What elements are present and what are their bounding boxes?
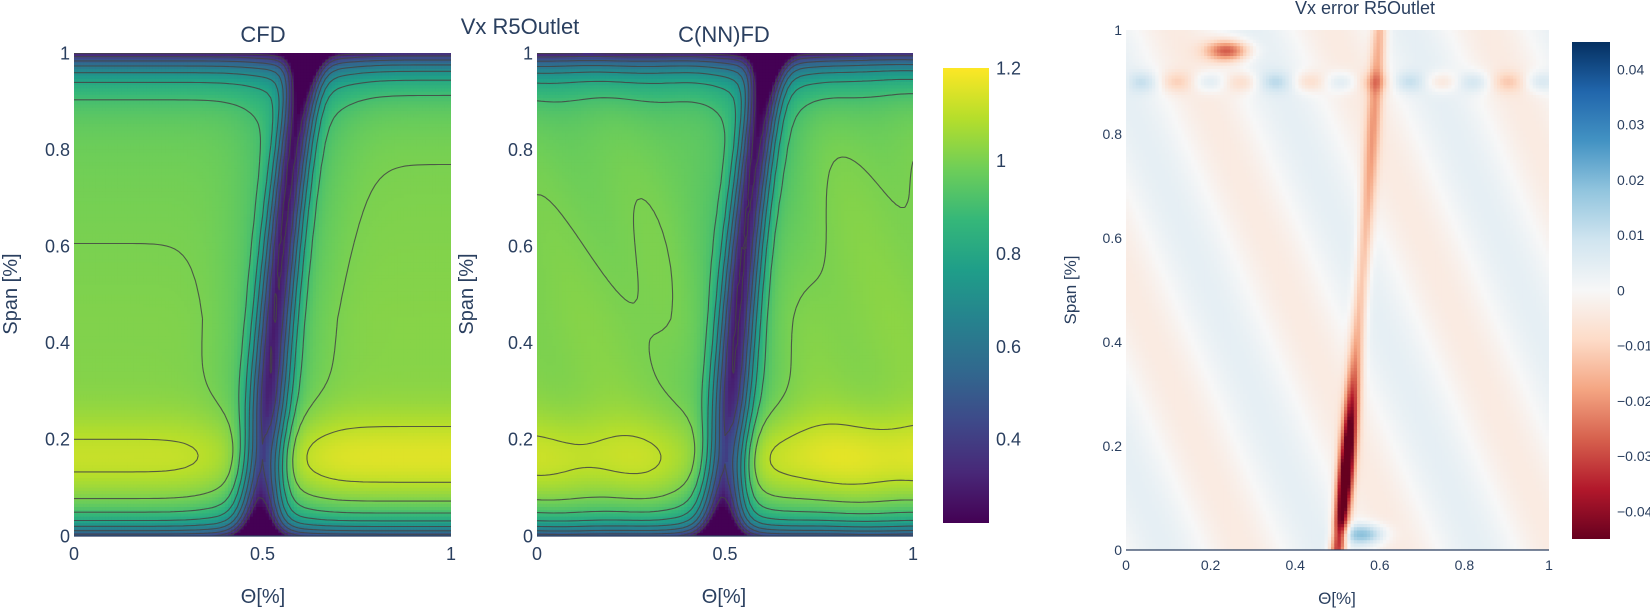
cnnfd-ytick-label: 0.6: [508, 237, 533, 257]
cfd-heatmap: [74, 53, 451, 536]
viridis-colorbar-tick-label: 1.2: [996, 58, 1021, 78]
cfd-ytick-label: 0: [60, 526, 70, 546]
cfd-title: CFD: [240, 22, 285, 47]
viridis-colorbar: 1.2 1 0.8 0.6 0.4: [943, 58, 1021, 523]
cnnfd-panel: C(NN)FD 0 0.5 1 0 0.2 0.4 0.6 0.8 1 Θ[%] Span [%…: [456, 22, 918, 608]
error-ytick-label: 0: [1114, 542, 1122, 558]
cnnfd-ytick-label: 1: [523, 43, 533, 63]
error-xtick-label: 0: [1122, 557, 1130, 573]
rdbu-colorbar-tick-label: 0.03: [1617, 117, 1644, 133]
cfd-ytick-label: 0.6: [45, 237, 70, 257]
error-xtick-label: 1: [1545, 557, 1553, 573]
cfd-xtick-label: 0: [69, 544, 79, 564]
cnnfd-ytick-label: 0.8: [508, 140, 533, 160]
cfd-xtick-label: 1: [446, 544, 456, 564]
cnnfd-xtick-label: 0.5: [712, 544, 737, 564]
error-xtick-label: 0.4: [1285, 557, 1305, 573]
cnnfd-heatmap: [537, 53, 913, 536]
error-xlabel: Θ[%]: [1318, 589, 1356, 608]
cfd-axes: 0 0.5 1 0 0.2 0.4 0.6 0.8 1: [45, 43, 456, 564]
rdbu-colorbar-tick-label: 0.04: [1617, 62, 1644, 78]
cfd-panel: CFD 0 0.5 1 0 0.2 0.4 0.6 0.8 1 Θ[%] Span [%]: [0, 22, 456, 608]
error-ylabel: Span [%]: [1061, 256, 1080, 325]
error-ytick-label: 0.8: [1103, 126, 1123, 142]
cnnfd-title: C(NN)FD: [678, 22, 770, 47]
cnnfd-ytick-label: 0.2: [508, 430, 533, 450]
viridis-colorbar-tick-label: 0.8: [996, 244, 1021, 264]
error-xtick-label: 0.6: [1370, 557, 1390, 573]
rdbu-colorbar: 0.04 0.03 0.02 0.01 0 −0.01 −0.02 −0.03 −0.04: [1572, 42, 1650, 539]
cfd-ytick-label: 0.8: [45, 140, 70, 160]
viridis-colorbar-tick-label: 1: [996, 151, 1006, 171]
rdbu-colorbar-tick-label: −0.03: [1617, 448, 1650, 464]
cfd-ytick-label: 0.4: [45, 333, 70, 353]
cfd-ytick-label: 1: [60, 43, 70, 63]
right-figure-title: Vx error R5Outlet: [1295, 0, 1435, 18]
rdbu-colorbar-tick-label: −0.01: [1617, 338, 1650, 354]
left-figure-title: Vx R5Outlet: [461, 14, 580, 39]
cnnfd-ytick-label: 0: [523, 526, 533, 546]
error-axes: 0 0.2 0.4 0.6 0.8 1 0 0.2 0.4 0.6 0.8 1: [1103, 22, 1554, 573]
cfd-ylabel: Span [%]: [0, 253, 22, 334]
error-heatmap: [1126, 30, 1549, 550]
rdbu-colorbar-tick-label: −0.04: [1617, 503, 1650, 519]
viridis-colorbar-tick-label: 0.6: [996, 337, 1021, 357]
viridis-colorbar-gradient: [943, 68, 989, 523]
error-xtick-label: 0.2: [1201, 557, 1221, 573]
rdbu-colorbar-tick-label: −0.02: [1617, 393, 1650, 409]
cfd-xtick-label: 0.5: [250, 544, 275, 564]
error-ytick-label: 0.2: [1103, 438, 1123, 454]
error-ytick-label: 0.4: [1103, 334, 1123, 350]
viridis-colorbar-tick-label: 0.4: [996, 430, 1021, 450]
error-xtick-label: 0.8: [1455, 557, 1475, 573]
cnnfd-xtick-label: 0: [532, 544, 542, 564]
cnnfd-ytick-label: 0.4: [508, 333, 533, 353]
rdbu-colorbar-tick-label: 0.01: [1617, 227, 1644, 243]
rdbu-colorbar-tick-label: 0: [1617, 282, 1625, 298]
cnnfd-ylabel: Span [%]: [456, 253, 478, 334]
error-ytick-label: 0.6: [1103, 230, 1123, 246]
error-ytick-label: 1: [1114, 22, 1122, 38]
cnnfd-axes: 0 0.5 1 0 0.2 0.4 0.6 0.8 1: [508, 43, 918, 564]
cfd-xlabel: Θ[%]: [241, 586, 285, 608]
cnnfd-xtick-label: 1: [908, 544, 918, 564]
cnnfd-xlabel: Θ[%]: [702, 586, 746, 608]
error-panel: 0 0.2 0.4 0.6 0.8 1 0 0.2 0.4 0.6 0.8 1 Θ[%] Span […: [1061, 22, 1553, 608]
rdbu-colorbar-gradient: [1572, 42, 1610, 539]
cfd-ytick-label: 0.2: [45, 430, 70, 450]
rdbu-colorbar-tick-label: 0.02: [1617, 172, 1644, 188]
